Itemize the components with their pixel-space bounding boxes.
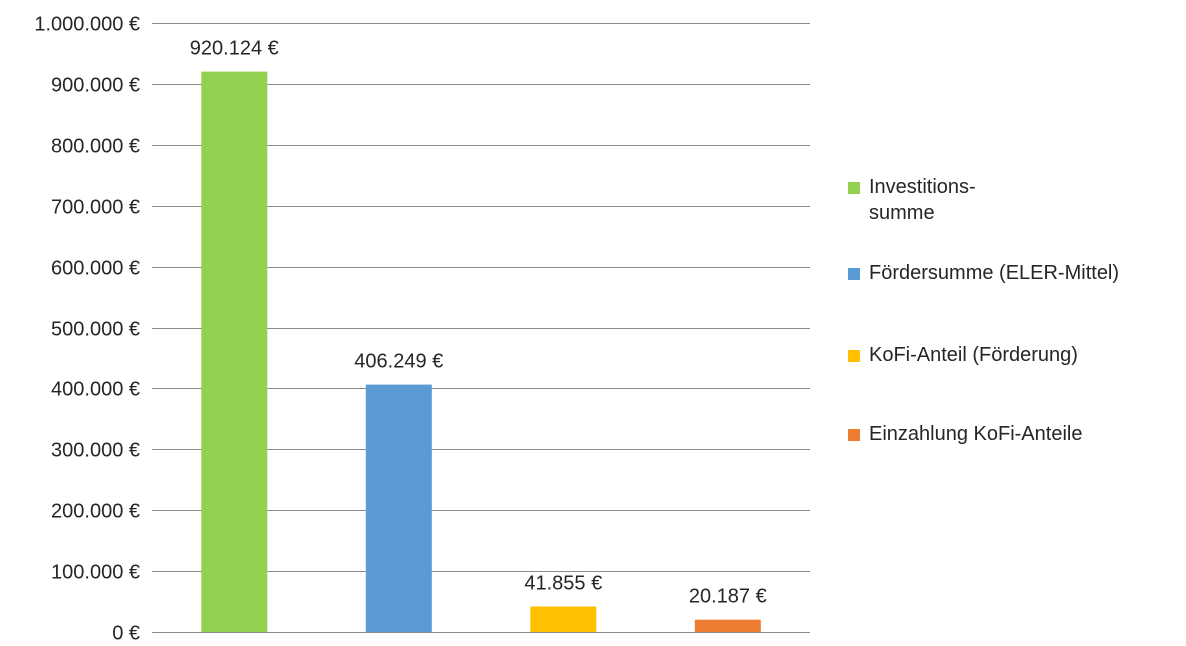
y-tick-label: 900.000 € [51, 75, 140, 97]
y-tick-label: 0 € [112, 623, 140, 645]
y-tick-label: 400.000 € [51, 379, 140, 401]
y-tick-label: 100.000 € [51, 562, 140, 584]
data-labels: 920.124 € 406.249 € 41.855 € 20.187 € [190, 38, 767, 608]
legend-item-kofi-anteil: KoFi-Anteil (Förderung) [848, 342, 1078, 368]
y-tick-label: 500.000 € [51, 319, 140, 341]
bar-value-label: 920.124 € [190, 38, 279, 60]
bar-value-label: 406.249 € [354, 351, 443, 373]
bar [530, 606, 597, 632]
bar [694, 619, 761, 632]
y-tick-label: 700.000 € [51, 197, 140, 219]
legend-swatch-blue [848, 268, 860, 280]
legend-label: KoFi-Anteil (Förderung) [869, 344, 1078, 366]
y-tick-label: 200.000 € [51, 501, 140, 523]
bar-value-label: 20.187 € [689, 586, 767, 608]
bar-value-label: 41.855 € [524, 573, 602, 595]
legend-swatch-yellow [848, 350, 860, 362]
legend-swatch-green [848, 182, 860, 194]
legend-item-investitionssumme: Investitions-summe [848, 174, 1019, 226]
legend-swatch-orange [848, 429, 860, 441]
y-tick-label: 800.000 € [51, 136, 140, 158]
y-tick-label: 300.000 € [51, 440, 140, 462]
y-tick-label: 1.000.000 € [34, 14, 140, 36]
legend-item-foerdersumme: Fördersumme (ELER-Mittel) [848, 260, 1119, 286]
bar [365, 384, 432, 632]
bars [201, 71, 761, 633]
y-tick-label: 600.000 € [51, 258, 140, 280]
legend-label: Investitions-summe [869, 176, 976, 224]
legend-label: Einzahlung KoFi-Anteile [869, 423, 1083, 445]
bar [201, 71, 268, 633]
legend-item-einzahlung: Einzahlung KoFi-Anteile [848, 421, 1082, 447]
y-axis-tick-labels: 0 € 100.000 € 200.000 € 300.000 € 400.000 € 5… [34, 14, 140, 645]
legend-label: Fördersumme (ELER-Mittel) [869, 262, 1120, 284]
